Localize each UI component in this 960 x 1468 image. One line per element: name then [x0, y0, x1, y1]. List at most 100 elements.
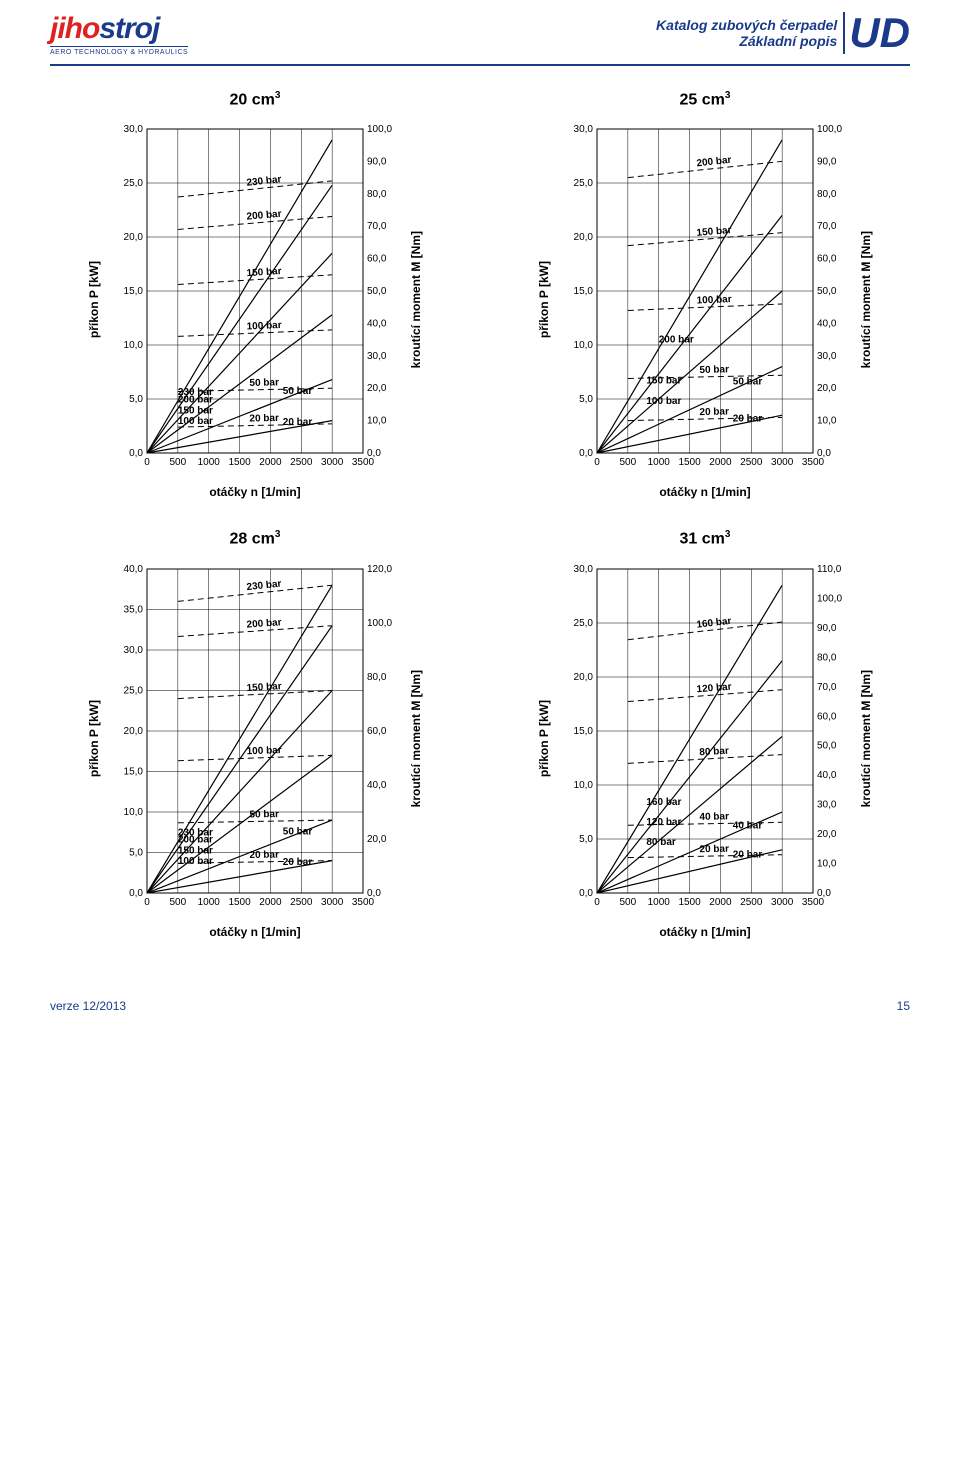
svg-text:20,0: 20,0	[817, 829, 837, 840]
svg-text:1000: 1000	[648, 897, 671, 908]
header-rule	[50, 64, 910, 66]
svg-text:100 bar: 100 bar	[646, 396, 681, 407]
svg-text:20,0: 20,0	[124, 726, 144, 737]
svg-text:15,0: 15,0	[574, 286, 594, 297]
svg-text:20 bar: 20 bar	[699, 407, 729, 419]
svg-text:20,0: 20,0	[817, 384, 837, 395]
y-axis-right-label: kroutící moment M [Nm]	[859, 670, 873, 807]
svg-text:0,0: 0,0	[367, 448, 381, 459]
y-axis-left-label: příkon P [kW]	[537, 261, 551, 338]
svg-text:50 bar: 50 bar	[249, 809, 279, 821]
svg-text:150 bar: 150 bar	[246, 266, 282, 279]
svg-text:60,0: 60,0	[817, 254, 837, 265]
svg-text:5,0: 5,0	[579, 394, 593, 405]
svg-text:5,0: 5,0	[129, 394, 143, 405]
svg-text:30,0: 30,0	[574, 124, 594, 135]
header-ud: UD	[843, 12, 910, 54]
svg-text:3000: 3000	[321, 897, 344, 908]
svg-text:5,0: 5,0	[579, 834, 593, 845]
svg-text:25,0: 25,0	[124, 685, 144, 696]
page-footer: verze 12/2013 15	[50, 999, 910, 1013]
svg-text:2500: 2500	[740, 897, 763, 908]
svg-text:500: 500	[170, 457, 187, 468]
svg-text:1500: 1500	[228, 897, 251, 908]
logo: jihostroj AERO TECHNOLOGY & HYDRAULICS	[50, 12, 188, 56]
svg-text:110,0: 110,0	[817, 564, 842, 575]
svg-text:50 bar: 50 bar	[283, 826, 313, 837]
svg-text:3000: 3000	[321, 457, 344, 468]
svg-text:50 bar: 50 bar	[283, 386, 313, 397]
svg-text:160 bar: 160 bar	[646, 797, 681, 808]
svg-text:500: 500	[620, 457, 637, 468]
footer-page: 15	[897, 999, 910, 1013]
svg-text:15,0: 15,0	[574, 726, 594, 737]
svg-text:1500: 1500	[678, 897, 701, 908]
svg-text:5,0: 5,0	[129, 847, 143, 858]
svg-text:1500: 1500	[678, 457, 701, 468]
svg-text:20 bar: 20 bar	[283, 418, 313, 429]
chart-28cm3: 28 cm3 příkon P [kW] 0500100015002000250…	[50, 529, 460, 938]
svg-text:100,0: 100,0	[817, 124, 842, 135]
svg-text:20 bar: 20 bar	[733, 414, 763, 425]
svg-text:20 bar: 20 bar	[249, 413, 279, 425]
chart-25cm3: 25 cm3 příkon P [kW] 0500100015002000250…	[500, 90, 910, 499]
svg-text:40,0: 40,0	[817, 770, 837, 781]
svg-text:25,0: 25,0	[124, 178, 144, 189]
x-axis-label: otáčky n [1/min]	[500, 485, 910, 499]
svg-text:20 bar: 20 bar	[283, 857, 313, 868]
svg-text:200 bar: 200 bar	[178, 395, 213, 406]
svg-text:10,0: 10,0	[574, 780, 594, 791]
svg-text:20,0: 20,0	[574, 672, 594, 683]
svg-text:20 bar: 20 bar	[699, 843, 729, 855]
svg-text:0,0: 0,0	[367, 888, 381, 899]
svg-text:0,0: 0,0	[817, 448, 831, 459]
svg-text:30,0: 30,0	[574, 564, 594, 575]
svg-text:0,0: 0,0	[129, 448, 143, 459]
svg-text:90,0: 90,0	[817, 157, 837, 168]
svg-text:30,0: 30,0	[817, 351, 837, 362]
svg-text:80,0: 80,0	[367, 672, 387, 683]
svg-text:10,0: 10,0	[574, 340, 594, 351]
y-axis-right-label: kroutící moment M [Nm]	[859, 231, 873, 368]
svg-text:15,0: 15,0	[124, 286, 144, 297]
logo-part2: stroj	[99, 12, 159, 45]
header-title-2: Základní popis	[656, 33, 837, 49]
svg-text:50 bar: 50 bar	[249, 378, 279, 390]
svg-text:0: 0	[594, 457, 600, 468]
svg-text:40,0: 40,0	[817, 319, 837, 330]
svg-text:10,0: 10,0	[124, 340, 144, 351]
svg-text:100 bar: 100 bar	[246, 320, 282, 332]
svg-text:80,0: 80,0	[367, 189, 387, 200]
svg-text:2000: 2000	[259, 457, 282, 468]
chart-title: 28 cm3	[50, 529, 460, 548]
svg-text:0: 0	[594, 897, 600, 908]
svg-text:20,0: 20,0	[367, 384, 387, 395]
svg-text:150 bar: 150 bar	[246, 681, 282, 694]
svg-text:0,0: 0,0	[129, 888, 143, 899]
x-axis-label: otáčky n [1/min]	[50, 925, 460, 939]
svg-text:2000: 2000	[259, 897, 282, 908]
svg-text:10,0: 10,0	[367, 416, 387, 427]
svg-text:80 bar: 80 bar	[646, 837, 676, 848]
y-axis-left-label: příkon P [kW]	[537, 700, 551, 777]
page-header: jihostroj AERO TECHNOLOGY & HYDRAULICS K…	[50, 0, 910, 62]
svg-text:1000: 1000	[198, 457, 221, 468]
svg-text:100 bar: 100 bar	[178, 416, 213, 427]
svg-text:2000: 2000	[709, 897, 732, 908]
svg-text:100,0: 100,0	[817, 593, 842, 604]
svg-text:0,0: 0,0	[817, 888, 831, 899]
svg-text:150 bar: 150 bar	[646, 376, 681, 387]
y-axis-right-label: kroutící moment M [Nm]	[409, 231, 423, 368]
svg-text:100,0: 100,0	[367, 618, 392, 629]
svg-text:30,0: 30,0	[124, 645, 144, 656]
svg-text:40,0: 40,0	[367, 319, 387, 330]
svg-text:20,0: 20,0	[124, 232, 144, 243]
svg-text:80 bar: 80 bar	[699, 745, 729, 758]
svg-text:70,0: 70,0	[817, 222, 837, 233]
header-title-1: Katalog zubových čerpadel	[656, 17, 837, 33]
svg-text:2000: 2000	[709, 457, 732, 468]
svg-text:50,0: 50,0	[817, 740, 837, 751]
svg-text:25,0: 25,0	[574, 178, 594, 189]
chart-title: 20 cm3	[50, 90, 460, 109]
svg-text:0,0: 0,0	[579, 888, 593, 899]
